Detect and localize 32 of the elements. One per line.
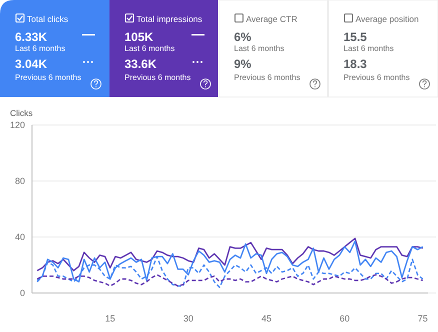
text: 33.6K bbox=[124, 57, 157, 71]
x-tick-label: 30 bbox=[183, 313, 194, 324]
text: Last 6 months bbox=[124, 44, 175, 53]
text: Total clicks bbox=[27, 14, 68, 24]
text: 6.33K bbox=[15, 30, 48, 44]
text: Last 6 months bbox=[234, 44, 284, 53]
y-axis-title: Clicks bbox=[10, 108, 33, 118]
line-series bbox=[36, 274, 424, 287]
text: Average position bbox=[356, 14, 419, 24]
x-tick-label: 45 bbox=[261, 313, 272, 324]
text: 15.5 bbox=[344, 30, 368, 44]
x-tick-label: 60 bbox=[340, 313, 350, 324]
text: 3.04K bbox=[15, 57, 48, 71]
text: 6% bbox=[234, 30, 252, 44]
text: Previous 6 months bbox=[124, 73, 191, 82]
x-tick-label: 75 bbox=[418, 313, 428, 324]
text: Previous 6 months bbox=[15, 73, 82, 82]
line-series bbox=[36, 238, 424, 272]
text: 18.3 bbox=[344, 57, 368, 71]
text: Total impressions bbox=[136, 14, 202, 24]
text: 9% bbox=[234, 57, 252, 71]
y-tick-label: 0 bbox=[20, 288, 25, 298]
x-tick-label: 15 bbox=[105, 313, 116, 324]
text: 105K bbox=[124, 30, 154, 44]
y-tick-label: 40 bbox=[14, 232, 25, 242]
y-tick-label: 120 bbox=[10, 120, 25, 130]
y-tick-label: 80 bbox=[14, 176, 25, 186]
text: Previous 6 months bbox=[344, 73, 410, 82]
text: Previous 6 months bbox=[234, 73, 300, 82]
text: Last 6 months bbox=[15, 44, 66, 53]
text: Last 6 months bbox=[344, 44, 394, 53]
text: Average CTR bbox=[246, 14, 298, 24]
